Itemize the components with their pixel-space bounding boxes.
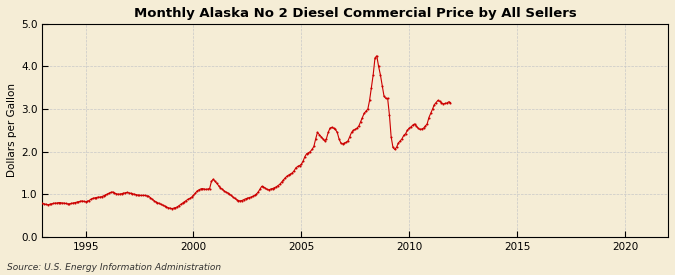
Y-axis label: Dollars per Gallon: Dollars per Gallon: [7, 83, 17, 177]
Text: Source: U.S. Energy Information Administration: Source: U.S. Energy Information Administ…: [7, 263, 221, 272]
Title: Monthly Alaska No 2 Diesel Commercial Price by All Sellers: Monthly Alaska No 2 Diesel Commercial Pr…: [134, 7, 576, 20]
